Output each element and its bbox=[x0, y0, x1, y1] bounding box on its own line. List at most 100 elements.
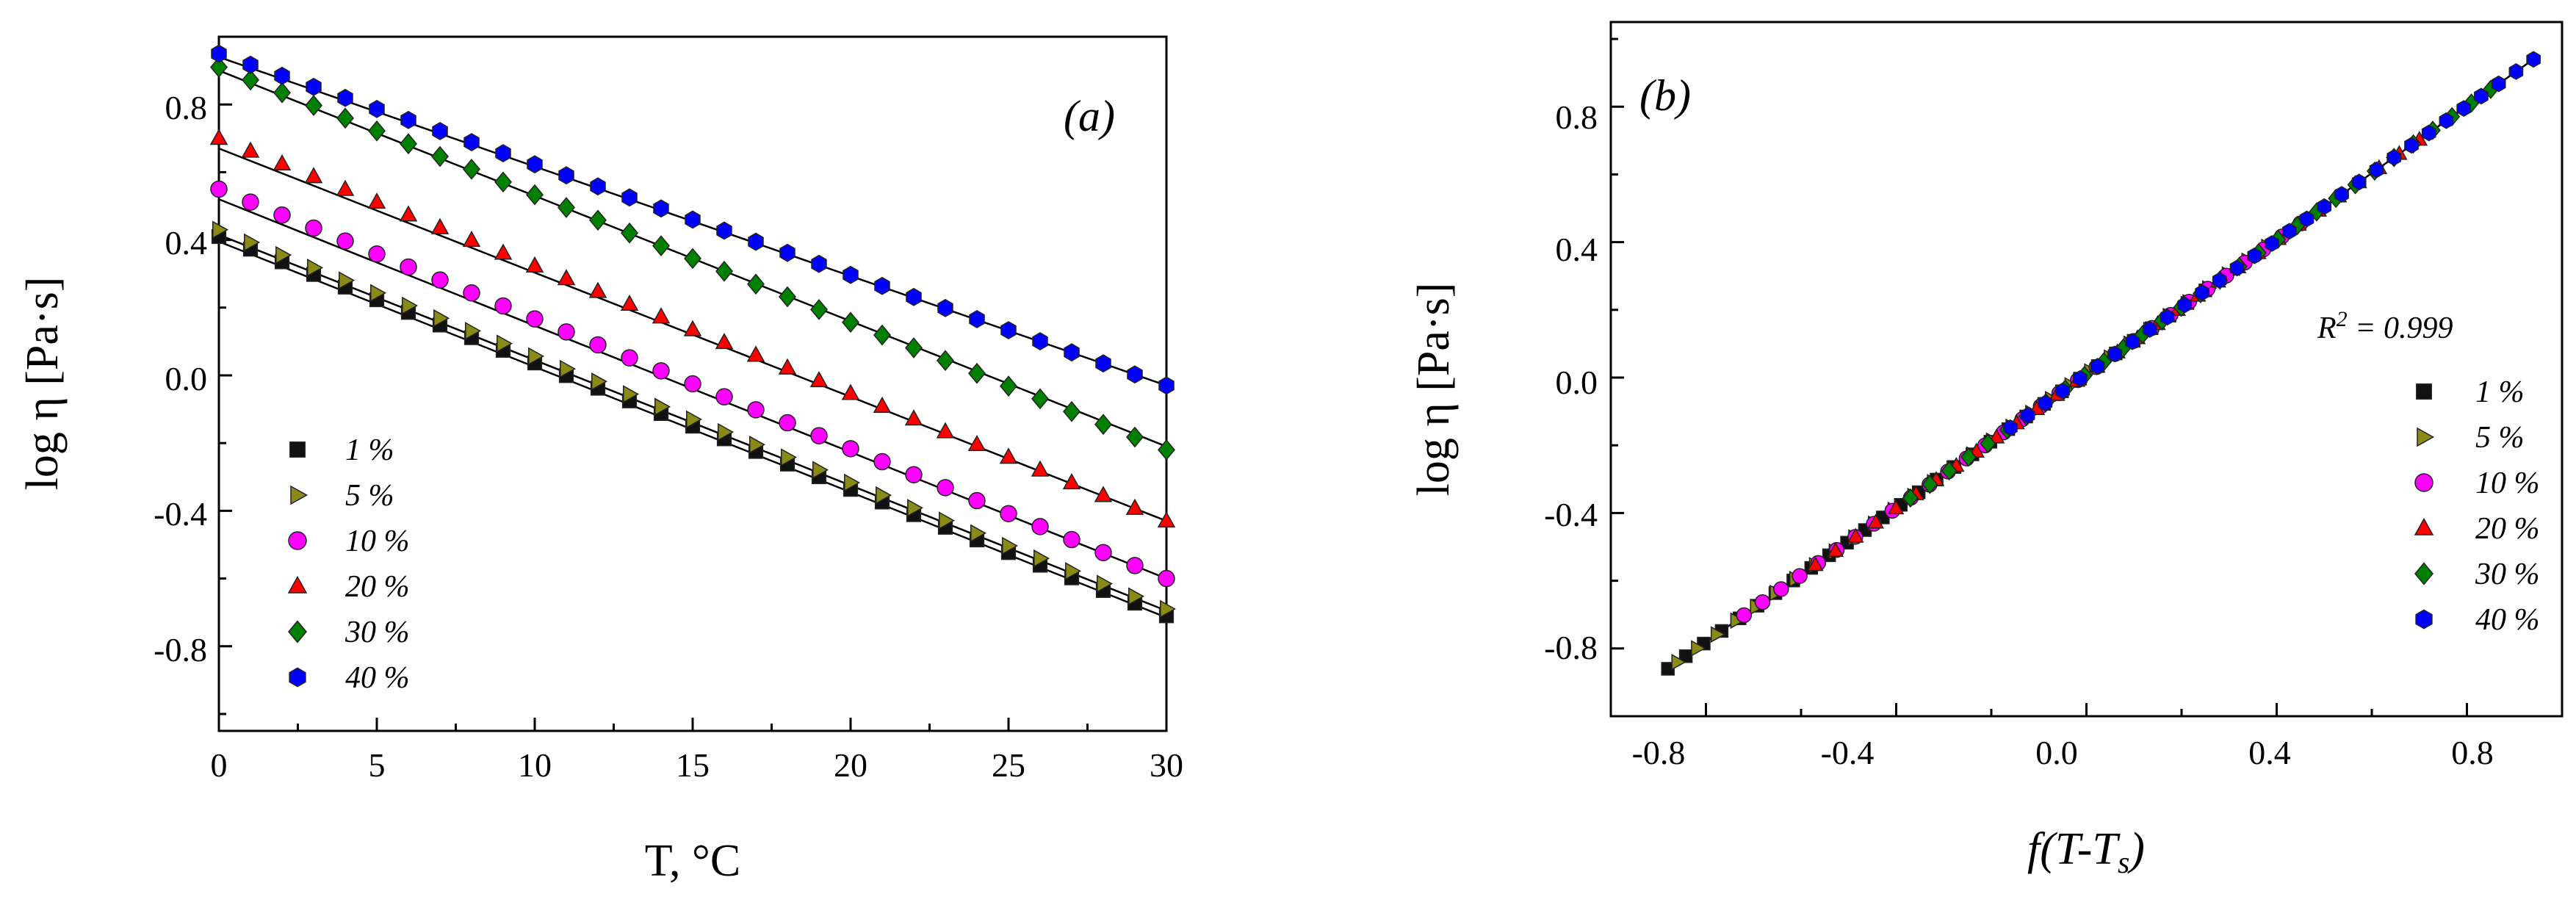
data-point bbox=[210, 57, 228, 78]
data-point bbox=[431, 145, 449, 167]
legend-marker bbox=[2417, 427, 2435, 447]
data-point bbox=[589, 209, 607, 231]
x-tick-label: 5 bbox=[369, 746, 386, 784]
data-point bbox=[2247, 247, 2262, 264]
data-point bbox=[588, 281, 607, 298]
data-point bbox=[463, 159, 480, 180]
data-point bbox=[1033, 549, 1050, 568]
data-point bbox=[779, 286, 796, 308]
legend-label: 1 % bbox=[2475, 375, 2525, 409]
data-point bbox=[1941, 461, 1958, 481]
data-point bbox=[528, 347, 545, 366]
data-point bbox=[367, 192, 386, 209]
data-point bbox=[684, 248, 701, 270]
data-point bbox=[494, 297, 512, 315]
data-point bbox=[1988, 428, 2005, 444]
panel-tag-a: (a) bbox=[1064, 92, 1115, 140]
data-point bbox=[715, 388, 733, 405]
data-point bbox=[970, 524, 987, 543]
data-point bbox=[2125, 333, 2140, 350]
data-point bbox=[2038, 394, 2053, 412]
data-point bbox=[1063, 530, 1080, 549]
data-point bbox=[2299, 210, 2315, 228]
data-point bbox=[746, 345, 765, 362]
y-tick-label: 0.4 bbox=[1556, 231, 1598, 268]
data-point bbox=[715, 260, 733, 282]
data-point bbox=[936, 422, 955, 439]
data-point bbox=[1867, 513, 1884, 529]
x-tick-label: 0.4 bbox=[2248, 734, 2291, 771]
legend-marker bbox=[2416, 383, 2432, 400]
data-point bbox=[210, 180, 228, 198]
data-point bbox=[337, 88, 353, 107]
legend-marker bbox=[287, 575, 308, 594]
data-point bbox=[843, 265, 859, 284]
legend-marker bbox=[2414, 473, 2434, 492]
data-point bbox=[1157, 511, 1176, 528]
data-point bbox=[621, 222, 638, 244]
data-point bbox=[526, 310, 544, 328]
y-tick-label: 0.0 bbox=[165, 360, 208, 397]
data-point bbox=[1064, 343, 1080, 362]
y-tick-label: -0.8 bbox=[1544, 629, 1598, 666]
data-point bbox=[1065, 562, 1082, 580]
data-point bbox=[969, 310, 985, 328]
data-point bbox=[1980, 433, 1996, 453]
data-point bbox=[209, 129, 228, 145]
y-tick-label: -0.8 bbox=[154, 631, 207, 668]
data-point bbox=[212, 220, 229, 239]
data-point bbox=[779, 243, 795, 262]
x-tick-labels-a: 0 5 10 15 20 25 30 bbox=[211, 746, 1184, 784]
data-point bbox=[369, 99, 385, 118]
data-point bbox=[1922, 475, 1938, 494]
legend-label: 30 % bbox=[2475, 558, 2540, 591]
data-point bbox=[1710, 626, 1726, 643]
legend-label: 5 % bbox=[345, 479, 394, 513]
data-point bbox=[2229, 259, 2245, 277]
panel-b: -0.8 -0.4 0.0 0.4 0.8 0.8 0.4 0.0 -0.4 -… bbox=[1409, 21, 2564, 880]
x-tick-label: -0.4 bbox=[1821, 734, 1875, 771]
data-point bbox=[211, 44, 227, 63]
x-tick-label: -0.8 bbox=[1632, 734, 1686, 771]
data-point bbox=[1158, 569, 1175, 588]
legend-label: 5 % bbox=[2475, 421, 2525, 455]
data-point bbox=[1887, 499, 1905, 515]
data-point bbox=[242, 193, 259, 211]
legend-b: 1 % 5 % 10 % 20 % 30 % 40 % bbox=[2414, 375, 2540, 637]
data-point bbox=[904, 409, 923, 426]
data-point bbox=[1063, 400, 1080, 422]
data-point bbox=[244, 233, 261, 252]
data-point bbox=[273, 82, 291, 104]
data-point bbox=[652, 235, 670, 256]
data-point bbox=[2334, 186, 2349, 203]
data-point bbox=[370, 284, 387, 303]
x-tick-label: 15 bbox=[676, 746, 710, 784]
y-tick-label: 0.8 bbox=[165, 89, 208, 126]
data-point bbox=[809, 371, 829, 388]
y-tick-labels-b: 0.8 0.4 0.0 -0.4 -0.8 bbox=[1544, 98, 1598, 666]
legend-label: 40 % bbox=[345, 661, 410, 695]
data-point bbox=[810, 299, 828, 320]
y-tick-label: -0.4 bbox=[1544, 496, 1598, 533]
x-axis-title-main: f(T-T bbox=[2027, 824, 2121, 874]
data-point bbox=[779, 414, 796, 432]
data-point bbox=[336, 232, 354, 250]
data-point bbox=[241, 141, 260, 158]
data-point bbox=[525, 256, 544, 273]
legend-marker bbox=[2414, 517, 2434, 536]
data-point bbox=[937, 298, 953, 317]
x-axis-title-close: ) bbox=[2127, 824, 2145, 874]
data-point bbox=[907, 499, 924, 517]
y-axis-title-a: log η [Pa·s] bbox=[18, 277, 68, 491]
data-point bbox=[557, 269, 576, 286]
data-point bbox=[1097, 574, 1114, 593]
data-point bbox=[1736, 607, 1753, 624]
data-point bbox=[906, 287, 922, 306]
data-point bbox=[683, 320, 702, 336]
x-tick-label: 0.0 bbox=[2035, 734, 2078, 771]
data-point bbox=[305, 219, 322, 237]
data-point bbox=[494, 243, 513, 260]
data-point bbox=[937, 479, 954, 497]
data-point bbox=[1031, 388, 1049, 410]
data-point bbox=[1847, 527, 1864, 543]
